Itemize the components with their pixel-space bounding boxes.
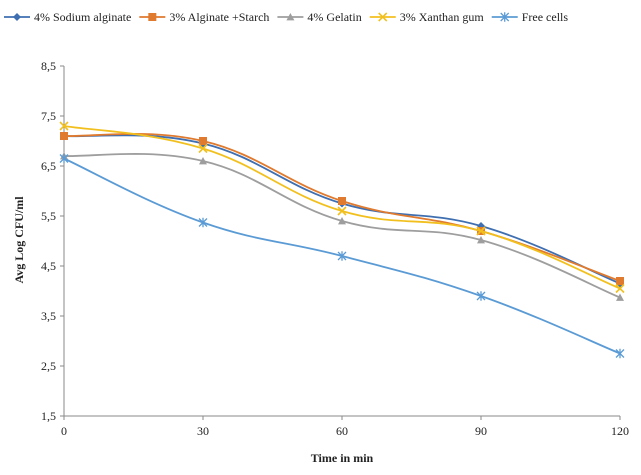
legend-label: 4% Sodium alginate: [34, 10, 131, 24]
data-point: [476, 226, 486, 236]
data-point: [199, 137, 207, 145]
legend-label: 4% Gelatin: [307, 10, 361, 24]
legend-item: Free cells: [491, 10, 569, 24]
legend-marker: [148, 13, 157, 21]
series-3-alginate-starch: [60, 132, 624, 285]
x-axis-title: Time in min: [311, 451, 374, 465]
data-point: [337, 251, 347, 261]
data-point: [59, 121, 69, 131]
y-tick-label: 6,5: [41, 159, 56, 173]
data-point: [616, 293, 624, 301]
y-tick-label: 7,5: [41, 109, 56, 123]
y-tick-label: 4,5: [41, 259, 56, 273]
series-free-cells: [59, 153, 625, 359]
legend-marker: [286, 13, 295, 21]
series-line: [63, 134, 621, 285]
y-tick-label: 5,5: [41, 209, 56, 223]
y-axis-title: Avg Log CFU/ml: [12, 196, 26, 284]
legend-item: 3% Xanthan gum: [369, 10, 485, 24]
legend-label: Free cells: [522, 10, 569, 24]
series-line: [63, 152, 621, 299]
x-tick-label: 30: [197, 424, 209, 438]
data-point: [59, 153, 69, 164]
x-tick-label: 0: [61, 424, 67, 438]
legend-marker: [13, 13, 21, 21]
data-point: [198, 143, 208, 154]
data-point: [337, 206, 347, 216]
legend: 4% Sodium alginate 3% Alginate +Starch 4% …: [4, 10, 568, 24]
legend-item: 4% Sodium alginate: [4, 10, 131, 24]
y-tick-label: 8,5: [41, 59, 56, 73]
legend-label: 3% Xanthan gum: [400, 10, 485, 24]
series-4-sodium-alginate: [60, 132, 624, 288]
data-point: [338, 217, 346, 225]
legend-label: 3% Alginate +Starch: [169, 10, 269, 24]
data-point: [615, 283, 625, 294]
y-tick-label: 2,5: [41, 359, 56, 373]
data-point: [616, 277, 624, 285]
y-tick-label: 3,5: [41, 309, 56, 323]
legend-marker: [378, 12, 388, 22]
data-point: [60, 132, 68, 140]
legend-item: 4% Gelatin: [277, 10, 362, 24]
series-3-xanthan-gum: [59, 121, 625, 294]
legend-item: 3% Alginate +Starch: [139, 10, 269, 24]
data-point: [477, 236, 485, 244]
series-4-gelatin: [60, 152, 624, 301]
x-tick-label: 90: [475, 424, 487, 438]
x-tick-label: 120: [611, 424, 629, 438]
y-tick-label: 1,5: [41, 409, 56, 423]
data-point: [198, 217, 208, 228]
data-point: [615, 348, 625, 359]
data-point: [338, 197, 346, 205]
data-point: [476, 291, 486, 301]
data-point: [199, 157, 207, 165]
series-layer: [59, 121, 625, 359]
axes: 1,5 2,5 3,5 4,5 5,5 6,5 7,5 8,5 0 30 60 90 120: [41, 59, 629, 438]
x-tick-label: 60: [336, 424, 348, 438]
legend-marker: [500, 12, 510, 22]
